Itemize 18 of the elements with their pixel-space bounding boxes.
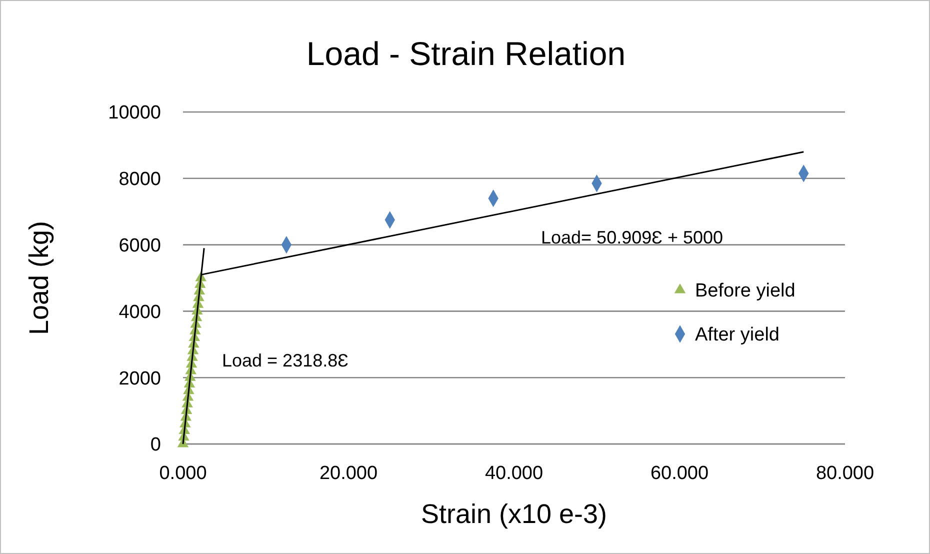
x-axis-title: Strain (x10 e-3): [420, 499, 608, 529]
y-tick-label: 2000: [118, 368, 161, 390]
y-tick-label: 10000: [108, 102, 161, 124]
chart-title: Load - Strain Relation: [306, 35, 626, 72]
y-axis-title: Load (kg): [24, 220, 54, 336]
x-tick-label: 0.000: [159, 463, 207, 484]
y-tick-label: 4000: [118, 302, 161, 323]
legend-label: After yield: [695, 324, 780, 346]
x-tick-label: 40.000: [484, 463, 544, 484]
legend-label: Before yield: [695, 280, 796, 302]
x-tick-label: 20.000: [319, 463, 378, 484]
annotation: Load= 50.909Ɛ + 5000: [541, 227, 724, 248]
y-tick-label: 8000: [118, 169, 161, 190]
y-tick-label: 6000: [118, 235, 161, 256]
y-tick-label: 0: [150, 434, 161, 456]
annotation: Load = 2318.8Ɛ: [222, 350, 349, 370]
x-tick-label: 60.000: [650, 463, 709, 484]
x-tick-label: 80.000: [816, 463, 874, 484]
